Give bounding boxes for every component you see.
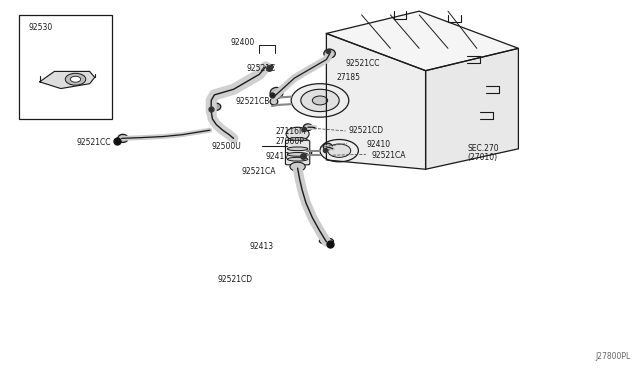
Text: 92417: 92417 [266, 153, 290, 161]
Text: 27185: 27185 [337, 73, 361, 81]
Text: 92521CC: 92521CC [77, 138, 111, 147]
Text: 92521CC: 92521CC [346, 60, 380, 68]
Bar [19, 15, 112, 119]
Circle shape [320, 140, 358, 162]
Ellipse shape [323, 143, 332, 150]
Ellipse shape [303, 124, 312, 131]
Text: 92521CD: 92521CD [218, 275, 253, 284]
Ellipse shape [211, 103, 221, 110]
Circle shape [286, 127, 309, 141]
Polygon shape [326, 11, 518, 71]
Ellipse shape [270, 98, 278, 105]
Text: 92521CD: 92521CD [349, 126, 384, 135]
Text: (27010): (27010) [467, 153, 497, 162]
Ellipse shape [270, 87, 283, 99]
Text: 92410: 92410 [366, 140, 390, 149]
Circle shape [328, 144, 351, 157]
Text: SEC.270: SEC.270 [467, 144, 499, 153]
Ellipse shape [287, 157, 308, 161]
Ellipse shape [118, 134, 128, 142]
Text: 92530: 92530 [29, 23, 53, 32]
Text: 92521C: 92521C [246, 64, 276, 73]
Ellipse shape [288, 138, 307, 141]
Circle shape [70, 76, 81, 82]
Text: J27800PL: J27800PL [595, 352, 630, 361]
Text: 92521CA: 92521CA [242, 167, 276, 176]
FancyBboxPatch shape [285, 140, 310, 165]
Text: 27116M: 27116M [275, 127, 306, 136]
Ellipse shape [324, 49, 335, 58]
Text: 92521CA: 92521CA [371, 151, 406, 160]
Text: 92400: 92400 [230, 38, 255, 47]
Text: 92521CB: 92521CB [236, 97, 270, 106]
Text: 92500U: 92500U [211, 142, 241, 151]
Ellipse shape [304, 150, 312, 156]
Ellipse shape [319, 238, 333, 244]
Polygon shape [326, 33, 426, 169]
Text: 92413: 92413 [250, 242, 274, 251]
Circle shape [290, 162, 305, 171]
Circle shape [301, 89, 339, 112]
Polygon shape [40, 71, 95, 89]
Circle shape [312, 96, 328, 105]
Ellipse shape [287, 147, 308, 151]
Text: 27060P: 27060P [275, 137, 304, 146]
Ellipse shape [287, 153, 308, 156]
Circle shape [65, 73, 86, 85]
Ellipse shape [259, 64, 273, 70]
Circle shape [291, 84, 349, 117]
Polygon shape [426, 48, 518, 169]
